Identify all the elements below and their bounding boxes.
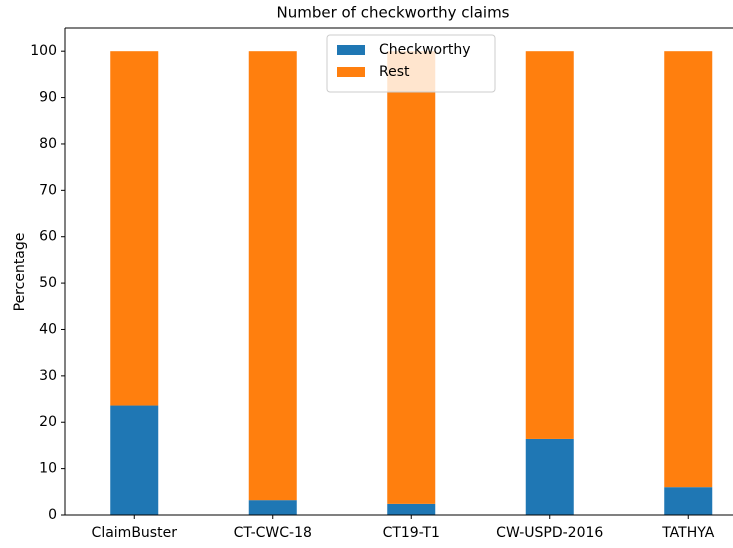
bar	[664, 51, 713, 488]
legend-swatch	[337, 67, 365, 77]
x-tick-label: CT-CWC-18	[234, 525, 312, 541]
y-tick-label: 0	[48, 507, 57, 523]
y-tick-label: 30	[39, 368, 57, 384]
bar	[110, 405, 159, 515]
bar	[387, 503, 436, 515]
bar	[387, 51, 436, 504]
legend-box	[326, 34, 496, 93]
chart-title: Number of checkworthy claims	[276, 4, 509, 22]
x-tick-label: TATHYA	[661, 525, 714, 541]
bar	[110, 51, 159, 406]
bar	[248, 500, 297, 515]
y-tick-label: 100	[30, 43, 57, 59]
y-tick-label: 80	[39, 136, 57, 152]
x-tick-label: CT19-T1	[383, 525, 440, 541]
y-tick-label: 20	[39, 414, 57, 430]
y-tick-label: 70	[39, 182, 57, 198]
legend-swatch	[337, 45, 365, 55]
x-tick-label: ClaimBuster	[92, 525, 178, 541]
bar	[248, 51, 297, 501]
y-tick-label: 90	[39, 90, 57, 106]
legend-label: Rest	[379, 64, 410, 80]
legend-label: Checkworthy	[379, 42, 471, 58]
bar	[525, 51, 574, 439]
y-axis-label: Percentage	[12, 233, 28, 312]
bar	[664, 487, 713, 515]
bar	[525, 438, 574, 515]
y-tick-label: 60	[39, 229, 57, 245]
y-tick-label: 40	[39, 321, 57, 337]
y-tick-label: 10	[39, 461, 57, 477]
x-tick-label: CW-USPD-2016	[496, 525, 603, 541]
y-tick-label: 50	[39, 275, 57, 291]
